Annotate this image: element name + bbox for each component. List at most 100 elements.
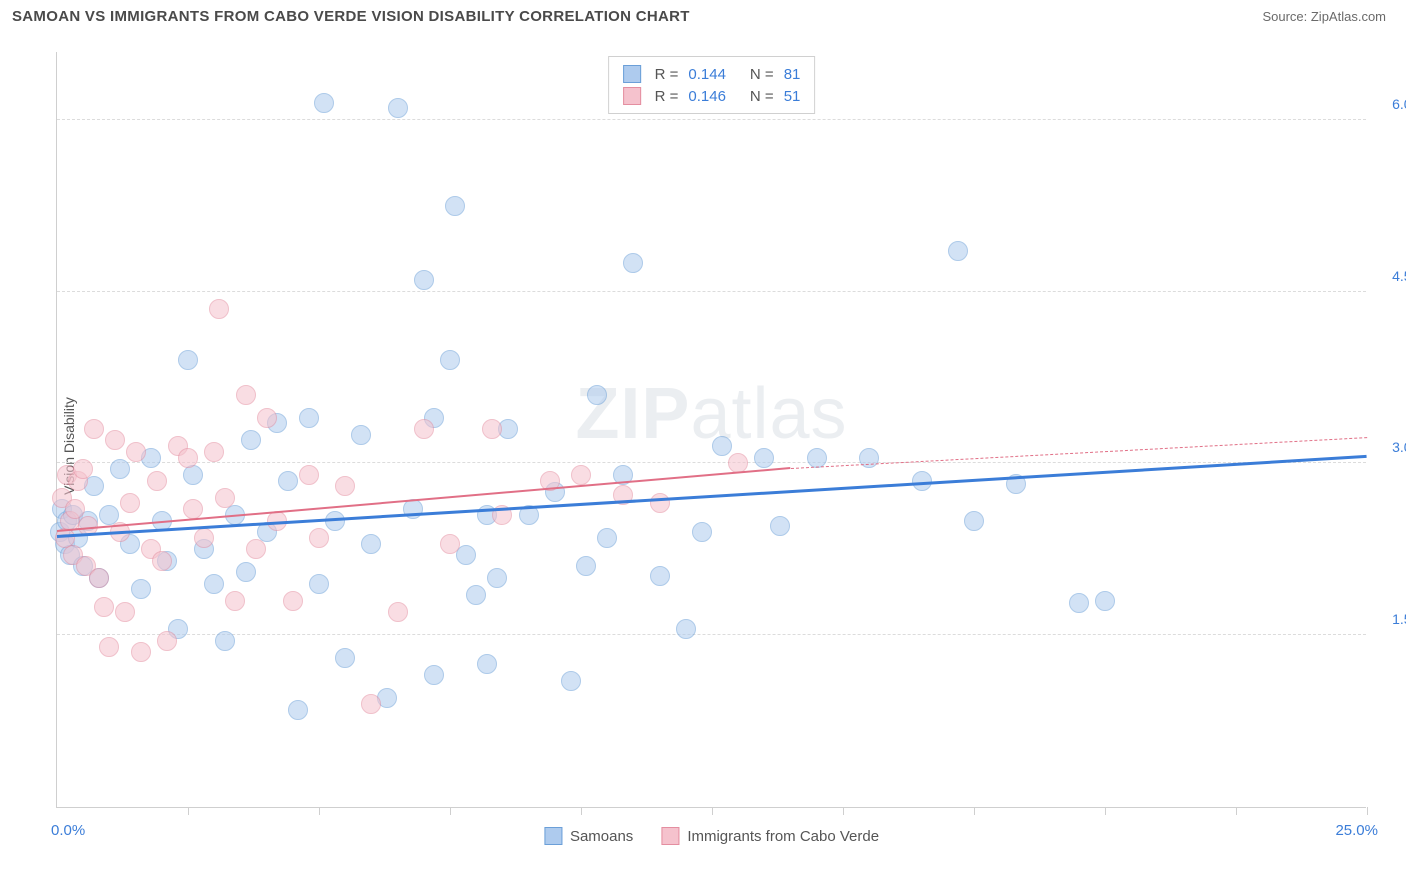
data-point [414,419,434,439]
data-point [712,436,732,456]
legend-swatch [544,827,562,845]
data-point [283,591,303,611]
data-point [105,430,125,450]
data-point [299,408,319,428]
data-point [131,642,151,662]
data-point [650,493,670,513]
legend-swatch [623,65,641,83]
x-tick [188,807,189,815]
x-tick [581,807,582,815]
data-point [466,585,486,605]
x-axis-min-label: 0.0% [51,822,85,839]
chart-title: SAMOAN VS IMMIGRANTS FROM CABO VERDE VIS… [12,8,690,25]
data-point [807,448,827,468]
data-point [770,516,790,536]
data-point [388,98,408,118]
data-point [120,493,140,513]
trend-line [57,455,1367,538]
gridline [57,634,1366,635]
legend-n-value: 51 [784,88,801,105]
data-point [576,556,596,576]
data-point [115,602,135,622]
legend-n-label: N = [750,88,774,105]
data-point [335,648,355,668]
legend-series-item: Immigrants from Cabo Verde [661,827,879,845]
x-tick [450,807,451,815]
data-point [84,419,104,439]
data-point [73,459,93,479]
data-point [194,528,214,548]
data-point [414,270,434,290]
data-point [288,700,308,720]
data-point [183,499,203,519]
data-point [388,602,408,622]
data-point [650,566,670,586]
legend-series: Samoans Immigrants from Cabo Verde [544,827,879,845]
scatter-chart: ZIPatlas R =0.144N =81R =0.146N =51 0.0%… [56,52,1366,808]
data-point [236,562,256,582]
data-point [257,408,277,428]
data-point [692,522,712,542]
data-point [309,574,329,594]
data-point [178,350,198,370]
legend-correlation-row: R =0.146N =51 [623,85,801,107]
legend-r-label: R = [655,88,679,105]
data-point [278,471,298,491]
data-point [964,511,984,531]
y-tick-label: 1.5% [1374,611,1406,627]
x-tick [1236,807,1237,815]
data-point [948,241,968,261]
data-point [110,459,130,479]
x-tick [319,807,320,815]
watermark: ZIPatlas [575,373,847,455]
data-point [131,579,151,599]
legend-n-value: 81 [784,66,801,83]
data-point [157,631,177,651]
data-point [89,568,109,588]
legend-swatch [661,827,679,845]
data-point [361,694,381,714]
x-tick [843,807,844,815]
data-point [246,539,266,559]
data-point [299,465,319,485]
data-point [351,425,371,445]
data-point [1069,593,1089,613]
legend-swatch [623,87,641,105]
x-tick [974,807,975,815]
data-point [335,476,355,496]
data-point [361,534,381,554]
gridline [57,119,1366,120]
data-point [912,471,932,491]
gridline [57,291,1366,292]
data-point [440,534,460,554]
legend-r-label: R = [655,66,679,83]
data-point [309,528,329,548]
data-point [183,465,203,485]
data-point [487,568,507,588]
legend-n-label: N = [750,66,774,83]
legend-series-label: Samoans [570,828,633,845]
data-point [587,385,607,405]
legend-r-value: 0.144 [688,66,726,83]
data-point [126,442,146,462]
data-point [215,631,235,651]
data-point [477,654,497,674]
data-point [215,488,235,508]
data-point [676,619,696,639]
x-axis-max-label: 25.0% [1335,822,1378,839]
data-point [561,671,581,691]
data-point [623,253,643,273]
data-point [99,637,119,657]
x-tick [1367,807,1368,815]
data-point [424,665,444,685]
y-tick-label: 6.0% [1374,96,1406,112]
data-point [65,499,85,519]
data-point [204,442,224,462]
legend-series-item: Samoans [544,827,633,845]
data-point [314,93,334,113]
data-point [445,196,465,216]
data-point [152,551,172,571]
data-point [94,597,114,617]
data-point [754,448,774,468]
data-point [236,385,256,405]
